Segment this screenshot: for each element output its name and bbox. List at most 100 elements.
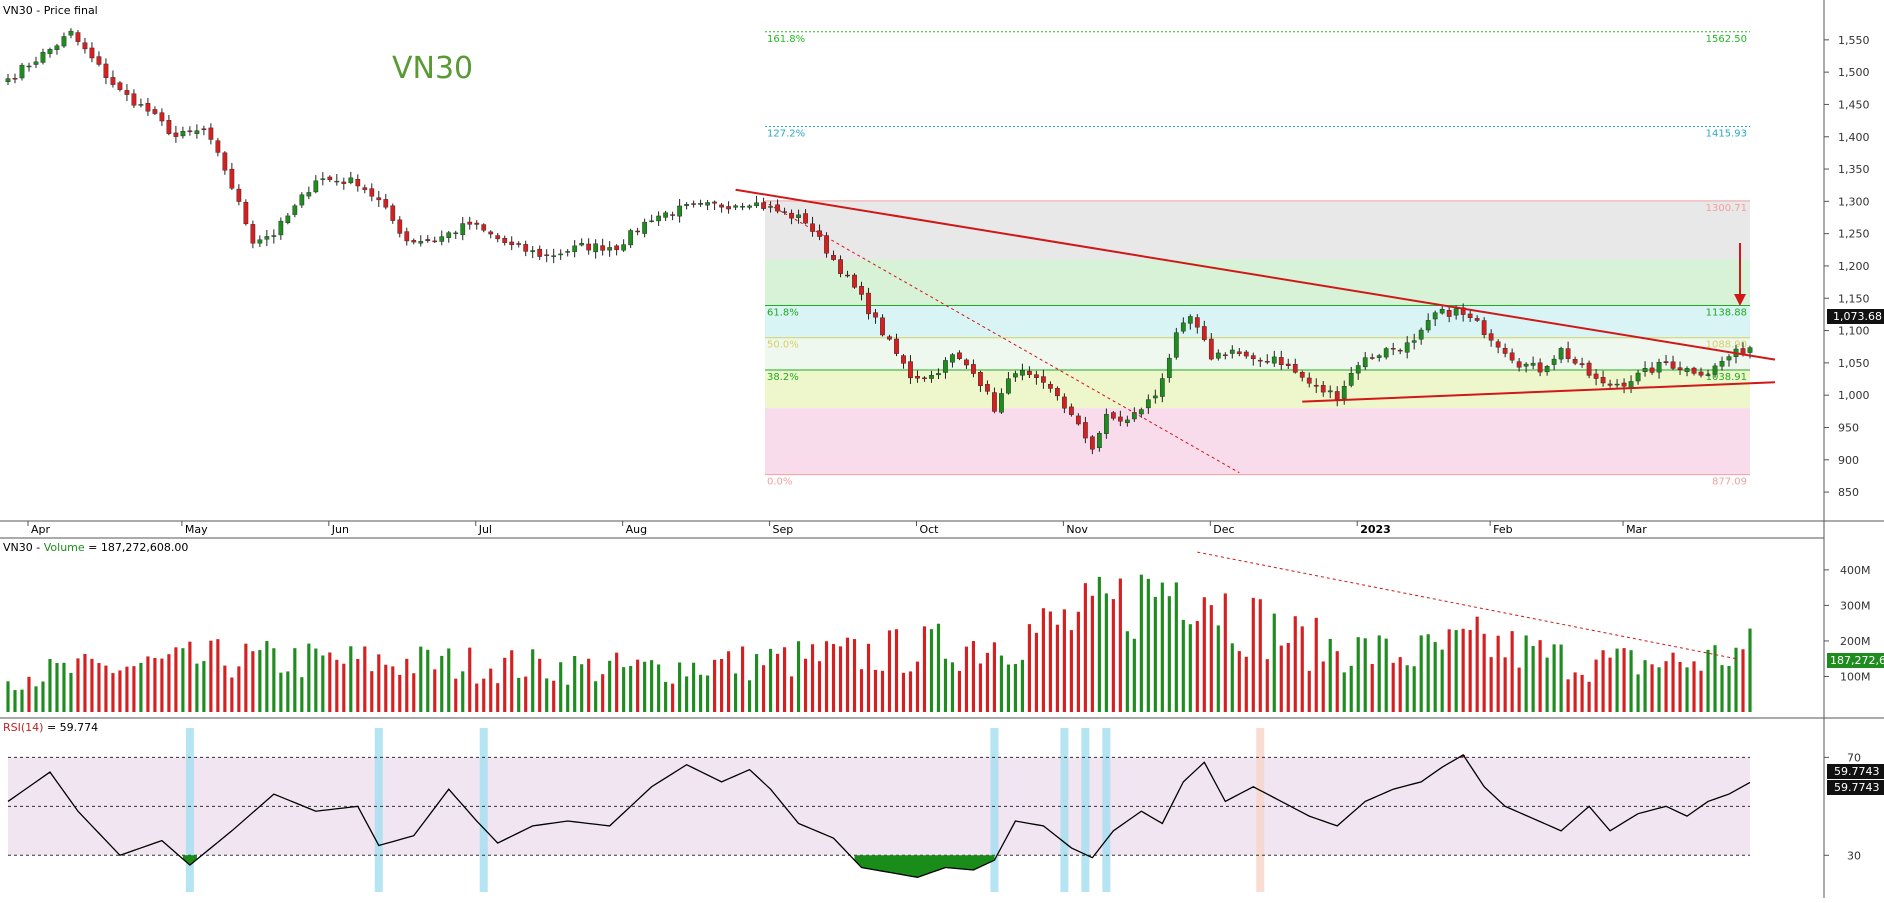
volume-bar-114 [803,658,808,712]
candle-body-227 [1593,373,1599,379]
volume-bar-159 [1118,578,1122,712]
candle-body-9 [68,30,74,36]
candle-body-154 [1083,422,1088,439]
candle-body-75 [530,250,536,252]
volume-bar-77 [545,678,549,712]
volume-bar-211 [1482,633,1486,712]
candle-body-81 [572,245,578,252]
fib-zone-3 [765,337,1750,371]
volume-bar-64 [454,678,458,712]
candle-body-198 [1390,348,1396,350]
volume-bar-244 [1713,645,1717,712]
fib-value-label-4: 1088.90 [1706,340,1747,351]
volume-bar-106 [748,680,752,712]
candle-body-138 [971,364,976,374]
candle-body-13 [96,56,102,65]
candle-body-240 [1684,368,1690,372]
volume-bar-161 [1132,638,1136,712]
candle-body-68 [481,224,487,231]
candle-body-108 [761,202,766,209]
candle-body-214 [1502,347,1508,354]
fib-zone-5 [765,408,1750,475]
candle-body-77 [544,254,550,256]
candle-body-191 [1341,386,1347,399]
volume-bar-199 [1398,657,1402,712]
volume-bar-63 [447,648,451,712]
candle-body-70 [495,235,501,240]
volume-bar-69 [489,668,493,712]
x-tick-label-10: Feb [1493,523,1512,536]
candle-body-159 [1117,416,1123,422]
candle-body-123 [866,292,871,315]
fib-pct-label-1: 127.2% [767,128,805,139]
volume-bar-138 [971,641,976,712]
candle-body-26 [187,130,193,133]
volume-bar-242 [1699,670,1703,712]
volume-bar-141 [992,642,997,712]
candle-body-50 [355,179,361,187]
volume-bar-35 [251,651,255,712]
volume-bar-225 [1580,674,1584,712]
volume-bar-172 [1209,605,1213,712]
volume-bar-24 [174,647,178,712]
fib-pct-label-3: 61.8% [767,307,799,318]
candle-body-133 [936,373,941,376]
volume-bar-38 [272,648,276,712]
candle-body-57 [404,231,410,242]
price-tick-label-10: 1,350 [1838,163,1870,176]
volume-bar-222 [1559,644,1563,712]
candle-body-173 [1215,352,1221,359]
volume-bar-0 [6,681,10,712]
volume-bar-7 [55,663,59,712]
volume-bar-218 [1531,645,1535,712]
candle-body-165 [1159,378,1165,397]
volume-bar-192 [1349,665,1353,712]
volume-bar-213 [1496,635,1500,712]
fib-value-label-6: 877.09 [1712,477,1747,488]
volume-bar-19 [139,662,143,712]
volume-bar-237 [1664,661,1668,712]
volume-bar-20 [146,656,150,712]
volume-bar-12 [90,658,94,712]
candle-body-130 [915,375,920,379]
candle-body-179 [1257,359,1263,362]
candle-body-86 [607,247,613,251]
volume-bar-124 [873,669,878,712]
candle-body-67 [474,222,480,225]
candle-body-150 [1055,388,1060,397]
volume-bar-239 [1678,661,1682,712]
volume-bar-31 [223,665,227,712]
volume-bar-75 [531,649,535,712]
candle-body-19 [138,104,144,106]
volume-bar-3 [27,676,31,712]
last-volume-label: 187,272,6 [1830,654,1884,667]
volume-bar-245 [1720,665,1724,712]
volume-bar-94 [664,681,668,712]
candle-body-166 [1166,357,1172,378]
fib-pct-label-6: 0.0% [767,477,792,488]
volume-bar-145 [1020,659,1024,712]
candle-body-213 [1495,341,1501,348]
candle-body-99 [698,203,703,205]
candle-body-105 [740,206,745,208]
volume-bar-231 [1622,648,1626,712]
candle-body-157 [1104,414,1109,434]
candle-body-167 [1173,332,1179,358]
volume-bar-246 [1727,665,1731,712]
candle-body-8 [61,36,67,47]
candle-body-100 [705,202,710,206]
price-tick-label-13: 1,500 [1838,66,1870,79]
volume-bar-6 [48,658,52,712]
candle-body-118 [831,254,836,260]
volume-bar-147 [1034,632,1038,712]
candle-body-126 [887,336,892,340]
candle-body-230 [1614,383,1620,386]
volume-bar-51 [363,646,367,712]
candle-body-238 [1670,361,1676,369]
volume-bar-95 [671,683,675,712]
volume-bar-154 [1083,583,1087,712]
candle-body-202 [1418,329,1424,340]
candle-body-43 [306,192,312,197]
volume-bar-248 [1741,649,1745,712]
candle-body-30 [215,140,221,153]
